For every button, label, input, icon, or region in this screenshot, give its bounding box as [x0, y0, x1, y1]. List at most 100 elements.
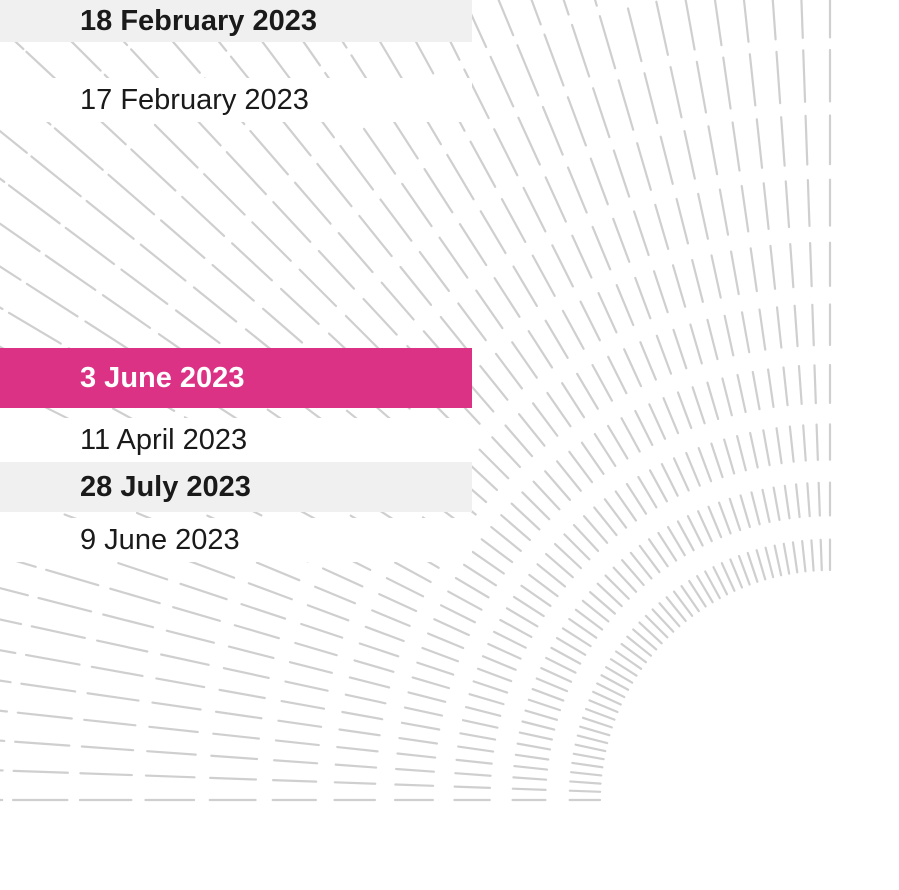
decor-dash — [609, 658, 638, 677]
decor-dash — [403, 706, 444, 717]
decor-dash — [380, 281, 415, 321]
decor-dash — [294, 641, 338, 657]
decor-dash — [576, 372, 599, 410]
decor-dash — [561, 309, 585, 350]
decor-dash — [718, 188, 730, 236]
decor-dash — [644, 614, 669, 639]
decor-dash — [683, 130, 696, 180]
decor-dash — [0, 649, 17, 655]
decor-dash — [544, 176, 567, 223]
decor-dash — [499, 618, 533, 639]
decor-dash — [766, 368, 775, 409]
decor-dash — [540, 667, 573, 683]
decor-dash — [543, 33, 565, 87]
decor-dash — [401, 182, 433, 228]
decor-dash — [371, 609, 411, 627]
decor-dash — [272, 201, 312, 243]
decor-dash — [593, 506, 618, 537]
decor-dash — [571, 234, 593, 279]
decor-dash — [518, 731, 554, 741]
decor-dash — [288, 661, 333, 674]
decor-dash — [95, 639, 149, 653]
decor-dash — [551, 244, 574, 288]
decor-dash — [632, 628, 658, 651]
decor-dash — [623, 348, 643, 388]
decor-dash — [90, 665, 144, 678]
date-row[interactable]: 28 July 2023 — [0, 462, 472, 512]
decor-dash — [604, 574, 630, 600]
decor-dash — [494, 352, 523, 390]
decor-dash — [581, 599, 610, 623]
decor-dash — [607, 355, 628, 395]
decor-dash — [192, 286, 238, 323]
decor-dash — [802, 424, 807, 462]
decor-dash — [633, 210, 650, 257]
date-row[interactable]: 18 February 2023 — [0, 0, 472, 42]
decor-dash — [7, 184, 61, 225]
decor-dash — [771, 0, 777, 41]
decor-dash — [570, 23, 591, 78]
decor-dash — [516, 742, 552, 751]
decor-dash — [755, 118, 764, 169]
decor-dash — [165, 629, 215, 644]
decor-dash — [604, 666, 634, 684]
decor-dash — [545, 656, 577, 674]
decor-dash — [500, 198, 527, 243]
decor-dash — [691, 258, 704, 303]
decor-dash — [593, 0, 598, 7]
decor-dash — [0, 177, 6, 183]
date-row[interactable]: 17 February 2023 — [0, 78, 472, 122]
decor-dash — [481, 655, 517, 671]
decor-dash — [706, 318, 719, 361]
decor-dash — [0, 306, 4, 311]
decor-dash — [794, 483, 801, 519]
decor-dash — [490, 525, 522, 552]
decor-dash — [737, 554, 751, 586]
decor-dash — [280, 699, 326, 710]
decor-dash — [433, 618, 470, 637]
decor-dash — [279, 287, 320, 326]
decor-dash — [25, 282, 79, 318]
decor-dash — [791, 541, 799, 574]
decor-dash — [588, 699, 619, 714]
decor-dash — [225, 151, 267, 196]
decor-dash — [139, 243, 187, 282]
decor-dash — [421, 646, 460, 663]
decor-dash — [379, 198, 413, 242]
decor-dash — [12, 769, 69, 774]
decor-dash — [79, 772, 133, 777]
decor-dash — [512, 776, 548, 781]
decor-dash — [761, 488, 771, 524]
decor-dash — [789, 243, 795, 289]
decor-dash — [598, 15, 617, 70]
decor-dash — [660, 463, 679, 497]
decor-dash — [463, 68, 490, 120]
decor-dash — [233, 624, 280, 640]
decor-dash — [172, 606, 221, 622]
decor-dash — [497, 0, 515, 37]
decor-dash — [615, 650, 643, 670]
decor-dash — [532, 480, 561, 511]
decor-dash — [20, 682, 77, 693]
date-row-selected[interactable]: 3 June 2023 — [0, 348, 472, 408]
decor-dash — [341, 710, 384, 721]
date-row[interactable]: 9 June 2023 — [0, 518, 472, 562]
decor-dash — [561, 382, 586, 419]
decor-dash — [800, 0, 804, 39]
decor-dash — [617, 79, 635, 131]
decor-dash — [748, 53, 757, 107]
decor-dash — [293, 181, 332, 225]
decor-dash — [491, 436, 522, 469]
decor-dash — [214, 710, 263, 720]
date-row[interactable]: 11 April 2023 — [0, 418, 472, 462]
decor-dash — [256, 34, 296, 86]
decor-dash — [574, 743, 607, 753]
decor-dash — [475, 289, 504, 330]
decor-dash — [755, 549, 767, 581]
decor-dash — [695, 60, 708, 114]
decor-dash — [53, 127, 104, 171]
decor-dash — [688, 579, 707, 608]
decor-dash — [671, 264, 687, 308]
decor-dash — [153, 123, 199, 169]
decor-dash — [562, 0, 570, 16]
